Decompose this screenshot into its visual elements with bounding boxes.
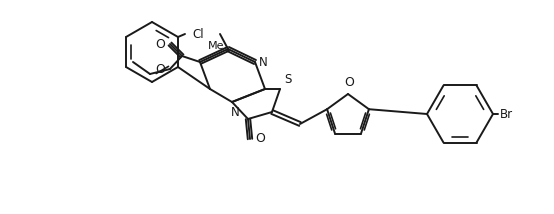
Text: O: O [255,131,265,144]
Text: Br: Br [500,107,513,120]
Text: N: N [259,55,268,68]
Text: S: S [284,73,291,86]
Text: Cl: Cl [192,28,204,40]
Text: N: N [230,106,239,119]
Text: O: O [344,76,354,89]
Text: O: O [155,37,165,51]
Text: Me: Me [208,41,224,51]
Text: O: O [155,62,165,76]
